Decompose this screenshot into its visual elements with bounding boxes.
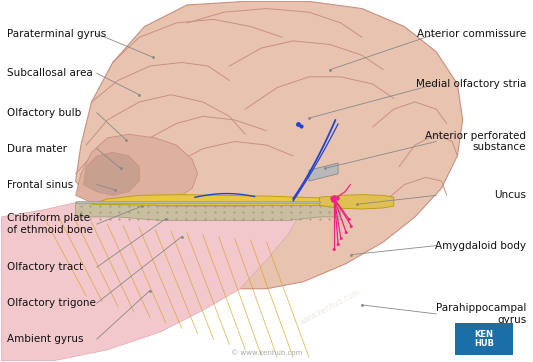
Text: Olfactory trigone: Olfactory trigone [7,298,95,308]
FancyBboxPatch shape [455,323,513,355]
Polygon shape [76,134,198,206]
Polygon shape [319,195,394,209]
Text: Medial olfactory stria: Medial olfactory stria [416,79,526,89]
Polygon shape [84,152,139,195]
Polygon shape [76,203,341,220]
Text: Amygdaloid body: Amygdaloid body [435,241,526,251]
Text: www.kenhub.com: www.kenhub.com [298,287,362,327]
Text: Paraterminal gyrus: Paraterminal gyrus [7,29,106,39]
Text: Anterior commissure: Anterior commissure [417,29,526,39]
Text: Olfactory bulb: Olfactory bulb [7,108,81,118]
Polygon shape [76,201,319,203]
Polygon shape [2,203,298,361]
Text: Parahippocampal
gyrus: Parahippocampal gyrus [436,303,526,325]
Text: Ambient gyrus: Ambient gyrus [7,334,83,344]
Text: Olfactory tract: Olfactory tract [7,262,83,272]
Text: © www.kenhub.com: © www.kenhub.com [231,350,302,356]
Text: Cribriform plate
of ethmoid bone: Cribriform plate of ethmoid bone [7,213,93,235]
Text: Subcallosal area: Subcallosal area [7,68,92,78]
Text: Frontal sinus: Frontal sinus [7,180,73,190]
Polygon shape [92,195,346,205]
Text: www.kenhub.com: www.kenhub.com [171,233,235,273]
Polygon shape [76,1,463,289]
Polygon shape [309,163,338,181]
Text: KEN
HUB: KEN HUB [474,330,494,348]
Text: www.kenhub.com: www.kenhub.com [86,82,150,122]
Text: www.kenhub.com: www.kenhub.com [261,35,325,75]
Text: Dura mater: Dura mater [7,144,67,154]
Text: Uncus: Uncus [494,190,526,201]
Text: www.kenhub.com: www.kenhub.com [351,118,415,158]
Text: Anterior perforated
substance: Anterior perforated substance [425,131,526,152]
